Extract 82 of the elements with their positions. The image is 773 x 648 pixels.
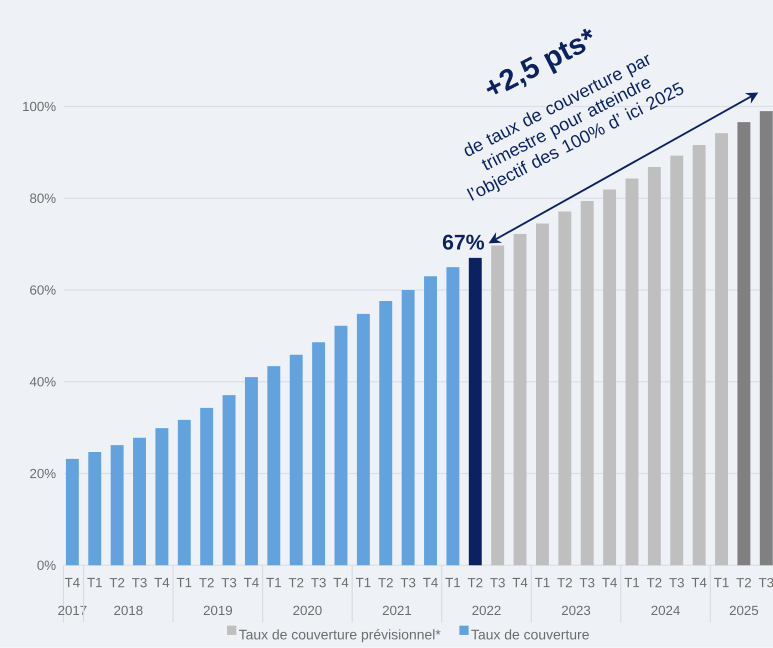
x-tick-label: T3 [580, 578, 594, 588]
bar [244, 377, 258, 566]
bar [603, 190, 616, 566]
bar [312, 342, 326, 566]
bar [626, 178, 638, 566]
bar [356, 314, 370, 566]
x-tick-label: T2 [288, 578, 304, 588]
bar [760, 111, 773, 566]
bar [334, 326, 348, 566]
x-tick-label: T2 [736, 578, 751, 588]
x-tick-label: T4 [692, 578, 706, 588]
text: 2017 [58, 606, 86, 616]
x-tick-label: T2 [646, 578, 662, 588]
bar [536, 224, 549, 566]
x-tick-label: T3 [132, 578, 147, 588]
y-tick-label: 0% [37, 560, 56, 570]
bar [424, 276, 437, 566]
x-tick-label: T2 [110, 578, 124, 588]
x-tick-label: T4 [244, 578, 259, 588]
x-tick-label: T3 [490, 578, 505, 588]
text: 2022 [472, 606, 501, 616]
x-tick-label: T1 [534, 578, 550, 588]
x-tick-label: T2 [557, 578, 572, 588]
bar [715, 133, 728, 566]
x-tick-label: T1 [445, 578, 460, 588]
bar [648, 167, 661, 566]
bar [580, 201, 594, 566]
y-tick-label: 100% [23, 102, 56, 112]
legend-label: Taux de couverture [471, 629, 589, 640]
x-tick-label: T3 [311, 578, 326, 588]
bar [379, 301, 392, 566]
bar [491, 246, 504, 566]
bar [692, 145, 706, 566]
bar [66, 458, 79, 566]
text: 2018 [114, 606, 142, 616]
x-tick-label: T4 [154, 578, 170, 588]
y-tick-label: 80% [30, 194, 56, 203]
x-tick-label: T1 [266, 578, 281, 588]
text: 2021 [382, 606, 412, 616]
data-label: 67% [442, 234, 484, 250]
bar [222, 395, 236, 566]
bar [290, 354, 303, 566]
text: 2024 [651, 606, 680, 616]
y-tick-label: 20% [30, 468, 56, 478]
bar [514, 234, 527, 566]
x-tick-label: T3 [400, 578, 416, 588]
bar [670, 156, 684, 566]
text: 2020 [293, 606, 322, 616]
x-tick-label: T2 [199, 578, 214, 588]
x-tick-label: T3 [758, 578, 773, 588]
x-tick-label: T3 [222, 578, 236, 588]
x-tick-label: T1 [714, 578, 729, 588]
x-tick-label: T1 [624, 578, 640, 588]
bar [468, 258, 482, 566]
text: 2019 [204, 606, 232, 616]
bar [267, 366, 280, 566]
y-tick-label: 60% [30, 285, 56, 295]
text: 2023 [562, 606, 590, 616]
x-tick-label: T4 [423, 578, 438, 588]
bar [178, 420, 191, 566]
x-tick-label: T4 [334, 578, 348, 588]
bar [737, 122, 750, 566]
legend-label: Taux de couverture prévisionnel* [238, 629, 441, 642]
bar [110, 445, 124, 566]
x-tick-label: T4 [602, 578, 617, 588]
bar [133, 438, 146, 566]
bar [200, 408, 214, 566]
x-tick-label: T4 [64, 578, 80, 588]
x-tick-label: T1 [87, 578, 102, 588]
x-tick-label: T2 [378, 578, 393, 588]
text: 2025 [730, 606, 758, 616]
bar [402, 290, 415, 566]
bar [558, 212, 572, 566]
x-tick-label: T3 [669, 578, 684, 588]
y-tick-label: 40% [30, 377, 56, 387]
bar [155, 428, 168, 566]
bar [446, 267, 460, 566]
bar [88, 452, 102, 566]
x-tick-label: T2 [468, 578, 482, 588]
x-tick-label: T1 [176, 578, 192, 588]
x-tick-label: T1 [356, 578, 370, 588]
x-tick-label: T4 [512, 578, 528, 588]
